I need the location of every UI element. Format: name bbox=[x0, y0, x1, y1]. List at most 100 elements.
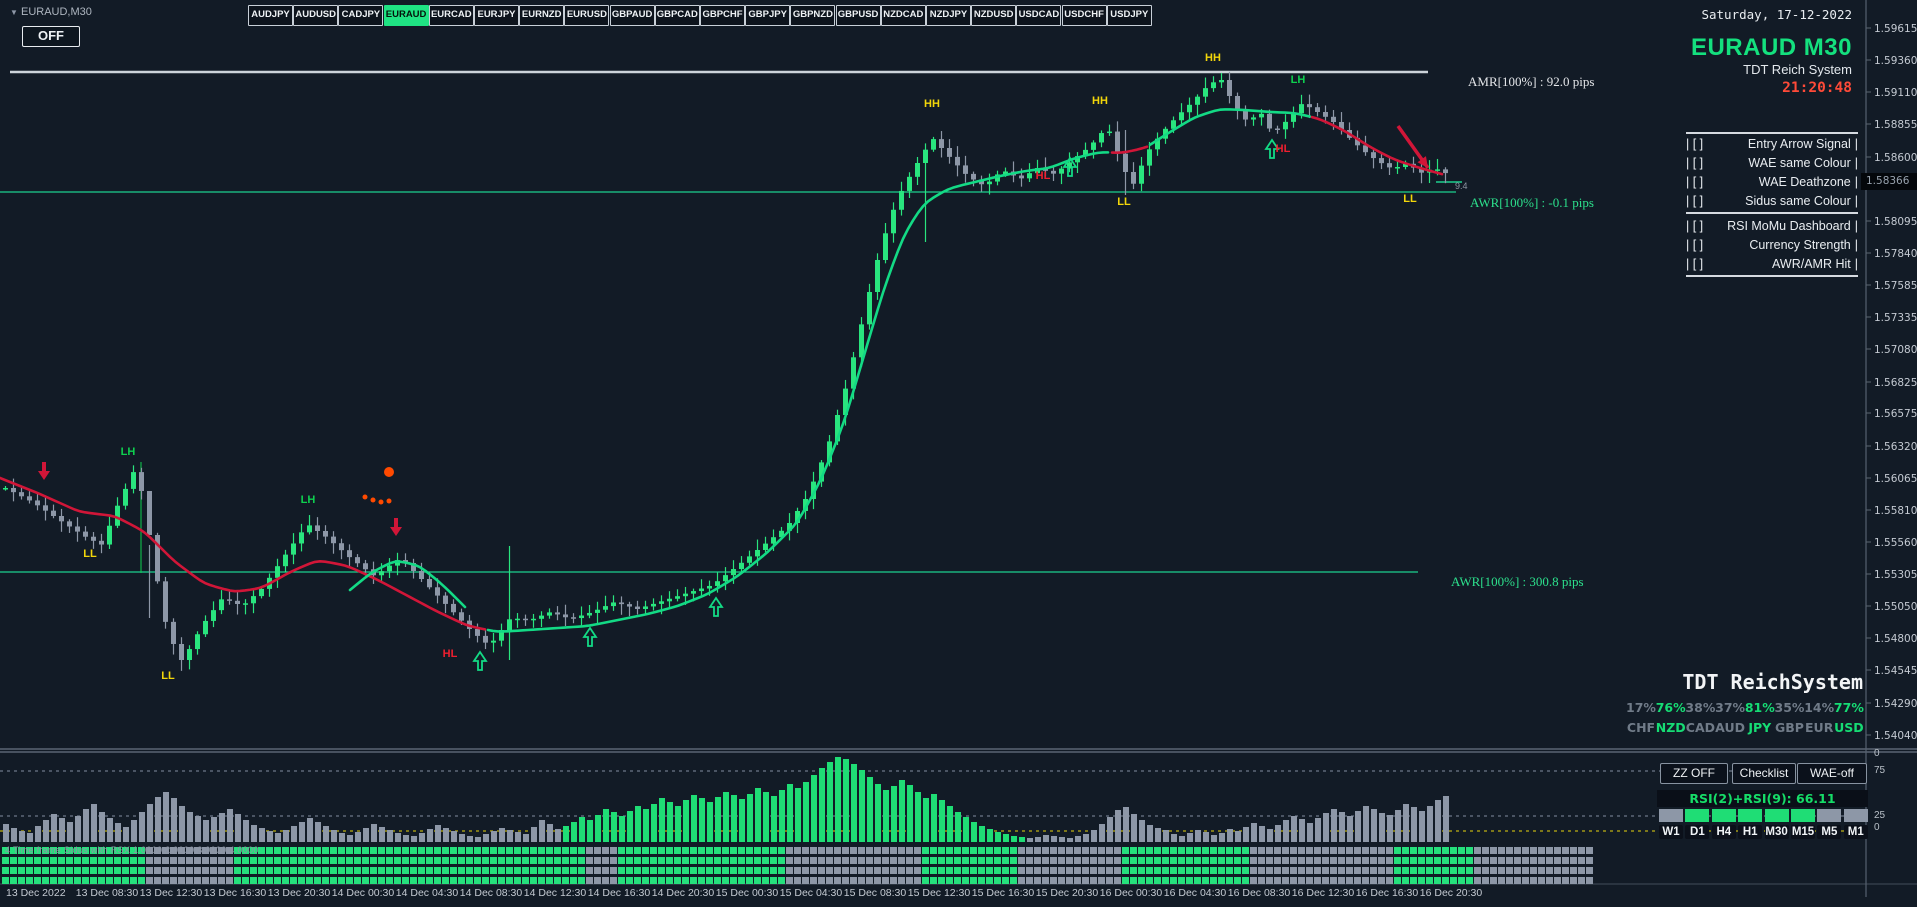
candle-body bbox=[1075, 156, 1080, 163]
tab-gbpaud[interactable]: GBPAUD bbox=[609, 5, 655, 26]
sidus-grid-cell bbox=[298, 857, 305, 864]
candle-body bbox=[683, 593, 688, 597]
tab-audjpy[interactable]: AUDJPY bbox=[248, 5, 293, 26]
sidus-grid-cell bbox=[1458, 877, 1465, 884]
sidus-grid-cell bbox=[1002, 847, 1009, 854]
tab-gbpusd[interactable]: GBPUSD bbox=[835, 5, 881, 26]
tab-gbpcad[interactable]: GBPCAD bbox=[654, 5, 700, 26]
timeframe-button-m15[interactable]: M15 bbox=[1791, 825, 1815, 839]
buy-arrow-icon bbox=[1062, 156, 1078, 177]
timeframe-button-m5[interactable]: M5 bbox=[1817, 825, 1842, 839]
sidus-grid-cell bbox=[50, 867, 57, 874]
sidus-grid-cell bbox=[226, 857, 233, 864]
timeframe-button-d1[interactable]: D1 bbox=[1685, 825, 1710, 839]
wae-histogram-bar bbox=[147, 804, 153, 842]
checkbox-icon[interactable]: | [ ] bbox=[1686, 175, 1707, 189]
tab-euraud[interactable]: EURAUD bbox=[383, 5, 429, 26]
sidus-grid-cell bbox=[1186, 867, 1193, 874]
checklist-item[interactable]: | [ ] RSI MoMu Dashboard | bbox=[1686, 217, 1858, 236]
checklist-item[interactable]: | [ ] Sidus same Colour | bbox=[1686, 192, 1858, 211]
tab-eurcad[interactable]: EURCAD bbox=[428, 5, 474, 26]
tab-gbpchf[interactable]: GBPCHF bbox=[700, 5, 745, 26]
checkbox-icon[interactable]: | [ ] bbox=[1686, 257, 1707, 271]
wae-off-button[interactable]: WAE-off bbox=[1797, 763, 1867, 784]
off-button[interactable]: OFF bbox=[22, 26, 80, 47]
tab-audusd[interactable]: AUDUSD bbox=[293, 5, 339, 26]
sidus-grid-cell bbox=[970, 857, 977, 864]
tab-cadjpy[interactable]: CADJPY bbox=[338, 5, 384, 26]
sidus-grid-cell bbox=[1394, 877, 1401, 884]
tab-usdchf[interactable]: USDCHF bbox=[1061, 5, 1107, 26]
sidus-grid-cell bbox=[786, 857, 793, 864]
sidus-grid-cell bbox=[642, 877, 649, 884]
wae-histogram-bar bbox=[755, 788, 761, 842]
checklist-item[interactable]: | [ ] AWR/AMR Hit | bbox=[1686, 255, 1858, 274]
sidus-grid-cell bbox=[834, 877, 841, 884]
price-axis-label: 1.56825 bbox=[1874, 377, 1917, 389]
tf-signal-square bbox=[1659, 809, 1683, 822]
sidus-grid-cell bbox=[1010, 877, 1017, 884]
sidus-grid-cell bbox=[1042, 877, 1049, 884]
wae-histogram-bar bbox=[363, 828, 369, 842]
tab-nzdcad[interactable]: NZDCAD bbox=[880, 5, 926, 26]
timeframe-button-h1[interactable]: H1 bbox=[1738, 825, 1763, 839]
sidus-grid-cell bbox=[722, 877, 729, 884]
checkbox-icon[interactable]: | [ ] bbox=[1686, 156, 1707, 170]
checklist-item[interactable]: | [ ] WAE same Colour | bbox=[1686, 154, 1858, 173]
tab-nzdusd[interactable]: NZDUSD bbox=[971, 5, 1017, 26]
sidus-grid-cell bbox=[474, 847, 481, 854]
checklist-item[interactable]: | [ ] Currency Strength | bbox=[1686, 236, 1858, 255]
checkbox-icon[interactable]: | [ ] bbox=[1686, 137, 1707, 151]
sidus-grid-cell bbox=[946, 877, 953, 884]
timeframe-button-w1[interactable]: W1 bbox=[1659, 825, 1683, 839]
wae-histogram-bar bbox=[99, 812, 105, 842]
sidus-grid-cell bbox=[42, 857, 49, 864]
price-axis-label: 1.58855 bbox=[1874, 119, 1917, 131]
sidus-grid-cell bbox=[770, 867, 777, 874]
timeframe-button-m30[interactable]: M30 bbox=[1764, 825, 1789, 839]
sidus-grid-cell bbox=[42, 847, 49, 854]
tab-nzdjpy[interactable]: NZDJPY bbox=[926, 5, 971, 26]
tab-gbpjpy[interactable]: GBPJPY bbox=[745, 5, 791, 26]
sidus-grid-cell bbox=[1570, 857, 1577, 864]
sidus-grid-cell bbox=[1234, 867, 1241, 874]
tab-eurnzd[interactable]: EURNZD bbox=[519, 5, 565, 26]
checkbox-icon[interactable]: | [ ] bbox=[1686, 194, 1707, 208]
checkbox-icon[interactable]: | [ ] bbox=[1686, 238, 1707, 252]
candle-body bbox=[1203, 88, 1208, 97]
sidus-grid-cell bbox=[866, 867, 873, 874]
checklist-button[interactable]: Checklist bbox=[1732, 763, 1796, 784]
timeframe-button-m1[interactable]: M1 bbox=[1843, 825, 1868, 839]
checkbox-icon[interactable]: | [ ] bbox=[1686, 219, 1707, 233]
sidus-grid-cell bbox=[1242, 877, 1249, 884]
sidus-grid-cell bbox=[1082, 847, 1089, 854]
checklist-item[interactable]: | [ ] WAE Deathzone | bbox=[1686, 173, 1858, 192]
dropdown-triangle-icon[interactable]: ▼ bbox=[10, 8, 18, 17]
sidus-grid-cell bbox=[1530, 877, 1537, 884]
tab-usdjpy[interactable]: USDJPY bbox=[1106, 5, 1152, 26]
sidus-grid-cell bbox=[1266, 857, 1273, 864]
tab-gbpnzd[interactable]: GBPNZD bbox=[790, 5, 836, 26]
sidus-grid-cell bbox=[1490, 877, 1497, 884]
tab-eurjpy[interactable]: EURJPY bbox=[474, 5, 519, 26]
zz-off-button[interactable]: ZZ OFF bbox=[1660, 763, 1728, 784]
sidus-grid-cell bbox=[98, 857, 105, 864]
wae-histogram-bar bbox=[1155, 828, 1161, 842]
timeframe-button-h4[interactable]: H4 bbox=[1711, 825, 1736, 839]
sidus-grid-cell bbox=[658, 857, 665, 864]
sidus-grid-cell bbox=[970, 847, 977, 854]
wae-histogram-bar bbox=[107, 818, 113, 842]
candle-body bbox=[1123, 153, 1128, 172]
sidus-grid-cell bbox=[1442, 857, 1449, 864]
checklist-item[interactable]: | [ ] Entry Arrow Signal | bbox=[1686, 135, 1858, 154]
tab-usdcad[interactable]: USDCAD bbox=[1016, 5, 1062, 26]
sidus-grid-cell bbox=[1018, 867, 1025, 874]
sidus-grid-cell bbox=[1122, 857, 1129, 864]
sidus-grid-cell bbox=[514, 847, 521, 854]
sidus-grid-cell bbox=[426, 877, 433, 884]
time-axis-label: 15 Dec 08:30 bbox=[843, 887, 907, 899]
candle-body bbox=[1259, 113, 1264, 118]
sidus-grid-cell bbox=[1586, 867, 1593, 874]
tab-eurusd[interactable]: EURUSD bbox=[564, 5, 610, 26]
